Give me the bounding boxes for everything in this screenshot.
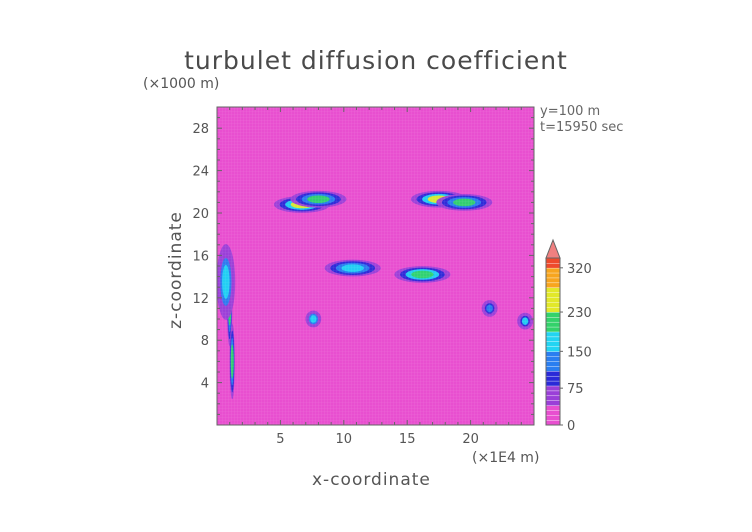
colorbar-segment [545, 262, 561, 269]
colorbar-segment [545, 400, 561, 406]
colorbar-segment [545, 360, 561, 367]
colorbar-segment [545, 365, 561, 372]
x-axis-ticks: 5 10 15 20 [229, 107, 522, 447]
colorbar-tick-label: 320 [567, 262, 592, 277]
colorbar-tick-label: 0 [567, 419, 575, 434]
colorbar-segment [545, 351, 561, 357]
colorbar-tick-label: 150 [567, 345, 592, 360]
x-tick-label: 10 [336, 432, 353, 447]
colorbar-segment [545, 292, 561, 298]
annotation-time: t=15950 sec [540, 120, 624, 135]
colorbar-segment [545, 370, 561, 377]
colorbar-segment [545, 282, 561, 288]
colorbar-tick-label: 230 [567, 306, 592, 321]
y-tick-label: 16 [192, 249, 209, 264]
colorbar-segment [545, 414, 561, 421]
chart-title: turbulet diffusion coefficient [184, 46, 568, 75]
colorbar-segment [545, 297, 561, 303]
y-tick-label: 20 [192, 207, 209, 222]
colorbar-segment [545, 306, 561, 313]
annotation-y-position: y=100 m [540, 104, 601, 119]
x-tick-label: 20 [462, 432, 479, 447]
colorbar-segment [545, 375, 561, 382]
colorbar-segment [545, 405, 561, 411]
y-axis-ticks: 4 8 12 16 20 24 28 [192, 117, 534, 415]
colorbar-segment [545, 321, 561, 328]
colorbar-segment [545, 311, 561, 318]
colorbar-segment [545, 356, 561, 362]
colorbar-segment [545, 395, 561, 401]
colorbar-segment [545, 272, 561, 279]
x-tick-label: 15 [399, 432, 416, 447]
colorbar-segment [545, 267, 561, 274]
colorbar-segment [545, 257, 561, 264]
x-axis-unit: (×1E4 m) [472, 450, 540, 466]
y-axis-unit: (×1000 m) [143, 76, 220, 92]
colorbar-segment [545, 380, 561, 387]
colorbar-segment [545, 390, 561, 397]
colorbar-segment [545, 341, 561, 347]
colorbar-segment [545, 410, 561, 416]
colorbar-segment [545, 331, 561, 338]
x-tick-label: 5 [276, 432, 284, 447]
y-tick-label: 28 [192, 122, 209, 137]
colorbar-tick-label: 75 [567, 382, 584, 397]
colorbar-extend-arrow [545, 238, 561, 259]
colorbar-segment [545, 346, 561, 352]
colorbar-segment [545, 385, 561, 392]
colorbar-segment [545, 326, 561, 333]
colorbar-segment [545, 302, 561, 308]
y-tick-label: 4 [201, 377, 209, 392]
y-tick-label: 24 [192, 165, 209, 180]
fine-grid-overlay [217, 107, 534, 425]
colorbar-segment [545, 316, 561, 323]
x-axis-label: x-coordinate [312, 470, 431, 490]
colorbar-segment [545, 336, 561, 342]
y-tick-label: 12 [192, 292, 209, 307]
y-tick-label: 8 [201, 334, 209, 349]
colorbar-segment [545, 277, 561, 284]
colorbar: 0 75 150 230 320 [545, 238, 592, 434]
colorbar-segment [545, 287, 561, 293]
